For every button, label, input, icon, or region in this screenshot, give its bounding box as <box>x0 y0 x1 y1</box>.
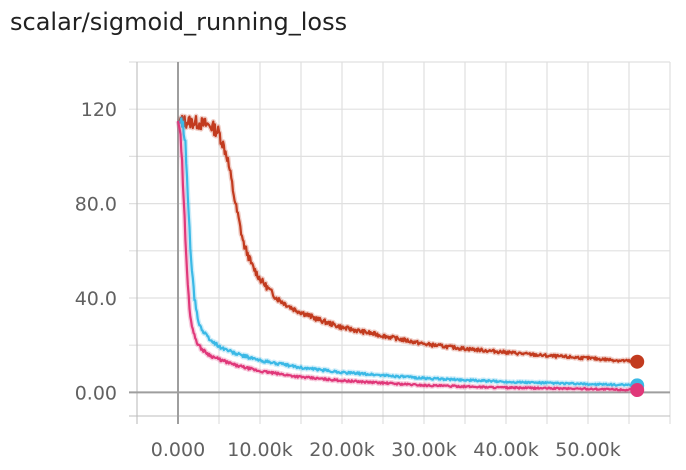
series-line <box>177 114 638 363</box>
series-end-marker <box>630 354 645 369</box>
chart-title: scalar/sigmoid_running_loss <box>10 8 348 36</box>
series-line <box>177 117 638 388</box>
x-axis-ticks: 0.000 10.00k 20.00k 30.00k 40.00k 50.00k <box>151 439 621 461</box>
x-tick-label: 40.00k <box>473 439 538 461</box>
series-group <box>175 113 645 398</box>
grid-lines <box>129 61 671 424</box>
x-tick-label: 0.000 <box>151 439 205 461</box>
x-tick-label: 10.00k <box>227 439 292 461</box>
x-tick-label: 20.00k <box>309 439 374 461</box>
y-tick-label: 120 <box>81 99 117 121</box>
x-tick-label: 30.00k <box>391 439 456 461</box>
y-tick-label: 0.00 <box>75 382 117 404</box>
x-tick-label: 50.00k <box>555 439 620 461</box>
series-end-marker <box>630 383 645 398</box>
y-tick-label: 80.0 <box>75 194 117 216</box>
series-line <box>176 120 638 392</box>
y-axis-ticks: 0.00 40.0 80.0 120 <box>75 99 117 404</box>
axes <box>129 62 670 424</box>
y-tick-label: 40.0 <box>75 288 117 310</box>
series-line-halo <box>176 113 639 365</box>
